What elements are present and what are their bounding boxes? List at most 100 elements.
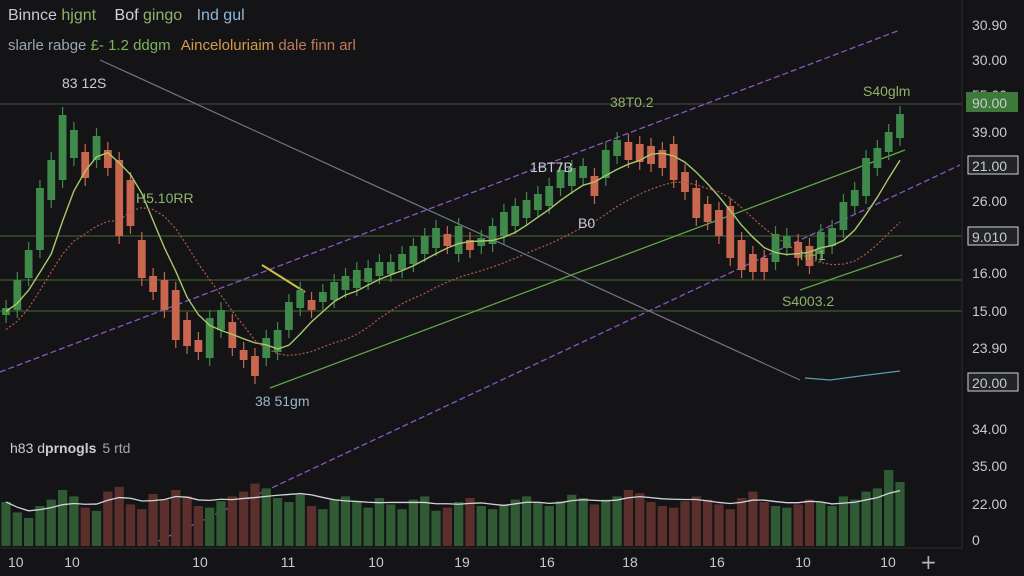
- volume-bar: [567, 494, 577, 546]
- volume-bar: [816, 502, 826, 546]
- candle-body: [318, 292, 327, 302]
- volume-bar: [872, 488, 883, 546]
- time-tick-label: 19: [454, 554, 470, 570]
- candle-body: [364, 268, 373, 282]
- candle-body: [386, 262, 395, 274]
- title-part-3: Bof: [114, 7, 139, 24]
- time-axis[interactable]: 10 10 11 10 19 16 18 16 10 10 10: [8, 554, 896, 570]
- volume-bar: [57, 490, 68, 546]
- time-tick-label: 11: [281, 554, 296, 570]
- candle-body: [647, 146, 655, 164]
- moving-average-light: [5, 151, 901, 350]
- volume-bar: [759, 502, 769, 546]
- volume-bar: [374, 498, 385, 546]
- volume-bar: [306, 506, 317, 546]
- subtitle-part-4: dale finn arl: [278, 37, 356, 54]
- candle-body: [103, 150, 112, 168]
- chart-annotations: 83 12S H5.10RR 38 51gm 38T0.2 1BT7B B0 S40glm h…: [62, 75, 910, 409]
- candle-body: [296, 290, 305, 308]
- price-tick-label: 21.00: [972, 158, 1007, 174]
- green-trendline: [269, 149, 906, 389]
- candle-body: [590, 176, 599, 196]
- candle-body: [432, 228, 440, 248]
- candle-body: [545, 186, 554, 206]
- volume-bar: [589, 504, 600, 546]
- volume-bar: [804, 499, 815, 546]
- candle-body: [137, 240, 146, 278]
- title-interval: Ind gul: [196, 7, 245, 24]
- candle-body: [488, 226, 497, 244]
- volume-bar: [35, 506, 45, 546]
- candle-body: [273, 330, 282, 352]
- candle-body: [522, 200, 531, 218]
- candle-body: [692, 188, 701, 218]
- time-tick-label: 10: [880, 554, 896, 570]
- volume-bar: [250, 483, 260, 546]
- add-indicator-icon[interactable]: +: [920, 550, 937, 574]
- candle-body: [454, 226, 463, 254]
- volume-bar: [12, 512, 22, 546]
- price-tick-label: 15.00: [972, 303, 1007, 319]
- price-projection-line: [804, 370, 901, 381]
- volume-bar: [793, 504, 803, 546]
- price-tick-label: 35.00: [972, 458, 1007, 474]
- price-tick-label: 30.00: [972, 52, 1007, 68]
- volume-bar: [454, 502, 464, 546]
- volume-bar: [725, 509, 735, 546]
- volume-bar: [533, 502, 543, 546]
- volume-bar: [261, 488, 271, 546]
- candle-body: [873, 148, 882, 168]
- volume-panel-title: h83 dprnogls 5 rtd: [10, 440, 130, 456]
- volume-bar: [691, 496, 701, 546]
- subtitle-part-3: Ainceloluriaim: [180, 37, 275, 54]
- candle-body: [58, 115, 67, 180]
- price-tick-label: 90.00: [972, 95, 1007, 111]
- price-level-box: [967, 155, 1019, 175]
- volume-bar: [340, 496, 351, 546]
- volume-bar: [420, 496, 430, 546]
- price-level-box: [967, 226, 1019, 246]
- volume-bar: [171, 490, 181, 546]
- price-tick-label: 26.00: [972, 193, 1007, 209]
- volume-bar: [46, 499, 56, 546]
- volume-bar: [431, 510, 441, 546]
- green-short-line: [799, 254, 903, 291]
- chart-subtitle: slarle rabge £- 1.2 ddgm Ainceloluriaim …: [8, 37, 356, 54]
- chart-annotation-label: 1BT7B: [530, 159, 573, 175]
- chart-annotation-label: B0: [578, 215, 595, 231]
- volume-bar: [397, 509, 407, 546]
- volume-bar: [646, 502, 656, 546]
- volume-bar: [227, 496, 237, 546]
- chart-annotation-label: 38T0.2: [610, 94, 654, 110]
- candle-body: [635, 144, 644, 162]
- title-part-4: gingo: [143, 7, 183, 24]
- volume-bar: [284, 502, 294, 546]
- subtitle-part-2: £- 1.2 ddgm: [90, 37, 171, 54]
- time-tick-label: 16: [539, 554, 555, 570]
- price-tick-label: 30.90: [972, 17, 1007, 33]
- volume-bar: [635, 493, 645, 546]
- price-axis[interactable]: 30.9030.0055.0090.0039.0021.0026.009.010…: [966, 17, 1019, 548]
- candle-body: [737, 240, 746, 270]
- volume-bar: [487, 509, 498, 546]
- volume-bar: [318, 509, 328, 546]
- volume-bar: [510, 499, 520, 546]
- volume-bar: [669, 507, 679, 546]
- volume-bar: [148, 494, 158, 546]
- volume-bar: [114, 486, 124, 546]
- price-tick-label: 9.010: [972, 229, 1007, 245]
- chart-annotation-label: H5.10RR: [136, 190, 194, 206]
- time-tick-label: 10: [795, 554, 811, 570]
- volume-title-bold: prnogls: [45, 440, 97, 456]
- volume-bar: [601, 499, 611, 546]
- candle-body: [681, 172, 689, 192]
- time-tick-label: 18: [622, 554, 638, 570]
- time-tick-label: 10: [368, 554, 384, 570]
- volume-bar: [702, 499, 713, 546]
- yellow-marker-line: [261, 264, 306, 293]
- candle-body: [251, 356, 259, 376]
- volume-bar: [103, 491, 113, 546]
- candle-body: [194, 340, 203, 352]
- subtitle-part-1: slarle rabge: [8, 37, 87, 54]
